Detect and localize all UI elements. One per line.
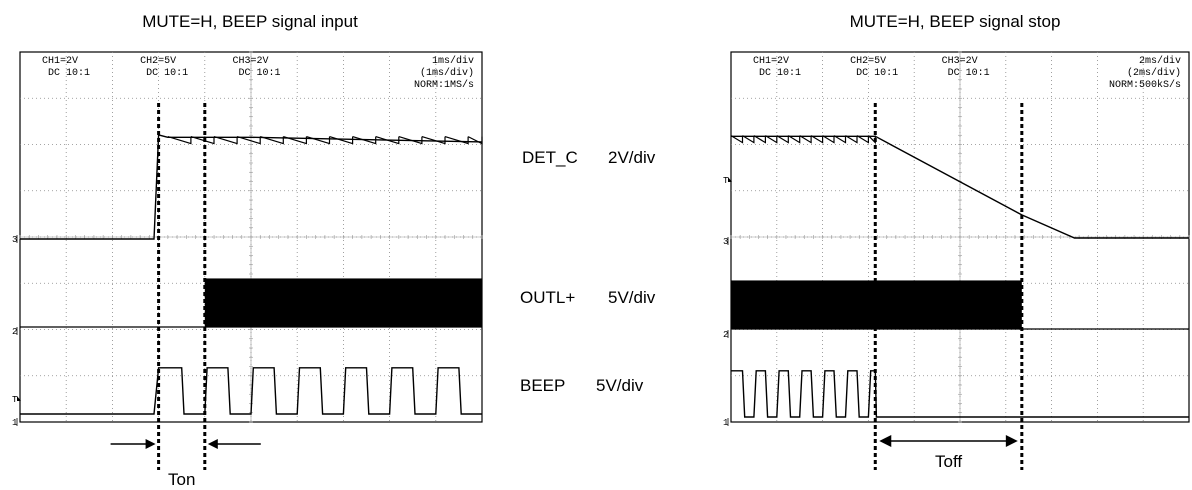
channel-label: CH1=2V [753, 56, 789, 67]
trace-detc-ripple [329, 136, 354, 145]
trace-detc-ripple [375, 136, 400, 145]
trace-detc-ripple [856, 135, 869, 144]
ton-label: Ton [168, 470, 195, 489]
channel-marker: 2 [723, 330, 728, 340]
timebase-label: 2ms/div [1139, 55, 1181, 67]
trace-beep [731, 370, 1189, 418]
trace-detc-ripple [845, 135, 858, 144]
trace-beep [20, 367, 482, 415]
trace-detc-ripple [730, 135, 744, 144]
channel-coupling: DC 10:1 [48, 68, 90, 79]
toff-arrowhead-right [1005, 435, 1018, 447]
trace-detc-ripple [787, 135, 801, 144]
label-detc-scale: 2V/div [608, 148, 656, 167]
trace-detc-ripple [306, 136, 331, 145]
trace-detc-ripple [398, 136, 423, 145]
toff-arrowhead-left [879, 435, 892, 447]
trace-detc-ripple [799, 135, 812, 144]
left-title: MUTE=H, BEEP signal input [142, 12, 358, 31]
trace-detc-ripple [833, 135, 847, 144]
trace-detc-ripple [190, 136, 215, 145]
channel-label: CH2=5V [140, 56, 176, 67]
trace-detc-ripple [822, 135, 835, 144]
label-outl: OUTL+ [520, 288, 575, 307]
ton-arrowhead-left [145, 439, 156, 449]
toff-label: Toff [935, 452, 962, 471]
trigger-marker: T [723, 176, 729, 186]
trace-detc-ripple [167, 136, 192, 145]
trace-detc-ripple [742, 135, 755, 144]
timebase-label: (1ms/div) [420, 67, 474, 79]
channel-marker: 3 [723, 237, 728, 247]
timebase-label: NORM:1MS/s [414, 79, 474, 91]
channel-coupling: DC 10:1 [856, 68, 898, 79]
ton-arrowhead-right [207, 439, 218, 449]
trace-detc-ripple [765, 135, 778, 144]
trace-detc-ripple [213, 136, 238, 145]
channel-label: CH1=2V [42, 56, 78, 67]
channel-label: CH2=5V [850, 56, 886, 67]
channel-coupling: DC 10:1 [759, 68, 801, 79]
channel-coupling: DC 10:1 [146, 68, 188, 79]
right-title: MUTE=H, BEEP signal stop [850, 12, 1061, 31]
channel-label: CH3=2V [942, 56, 978, 67]
channel-coupling: DC 10:1 [239, 68, 281, 79]
channel-label: CH3=2V [233, 56, 269, 67]
trace-detc-ripple [236, 136, 261, 145]
label-outl-scale: 5V/div [608, 288, 656, 307]
timebase-label: 1ms/div [432, 55, 474, 67]
trace-detc-ripple [776, 135, 789, 144]
label-detc: DET_C [522, 148, 578, 167]
trace-detc-ripple [444, 136, 469, 145]
trigger-arrow [728, 177, 732, 182]
trigger-marker: T [12, 395, 18, 405]
channel-marker: 2 [12, 327, 17, 337]
trace-detc-ripple [352, 136, 377, 145]
timebase-label: (2ms/div) [1127, 67, 1181, 79]
trace-detc-ripple [753, 135, 766, 144]
trace-detc [20, 134, 483, 240]
trace-detc-ripple [260, 136, 284, 145]
channel-marker: 3 [12, 235, 17, 245]
channel-marker: 1 [723, 418, 728, 428]
trace-outl-burst [204, 278, 483, 327]
channel-marker: 1 [12, 418, 17, 428]
channel-coupling: DC 10:1 [948, 68, 990, 79]
label-beep: BEEP [520, 376, 565, 395]
trace-detc-ripple [283, 136, 307, 145]
trigger-arrow [17, 396, 21, 401]
trace-detc-ripple [867, 135, 876, 145]
timebase-label: NORM:500kS/s [1109, 79, 1181, 91]
trace-detc-ripple [467, 136, 483, 145]
label-beep-scale: 5V/div [596, 376, 644, 395]
trace-detc-ripple [421, 136, 446, 145]
trace-detc [731, 135, 1189, 239]
trace-detc-ripple [810, 135, 824, 144]
